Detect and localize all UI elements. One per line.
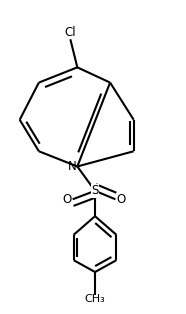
Text: N: N: [68, 160, 76, 173]
Text: O: O: [62, 193, 72, 206]
Text: CH₃: CH₃: [85, 294, 105, 304]
Text: S: S: [91, 184, 99, 197]
Text: O: O: [116, 193, 126, 206]
Text: Cl: Cl: [65, 26, 76, 39]
